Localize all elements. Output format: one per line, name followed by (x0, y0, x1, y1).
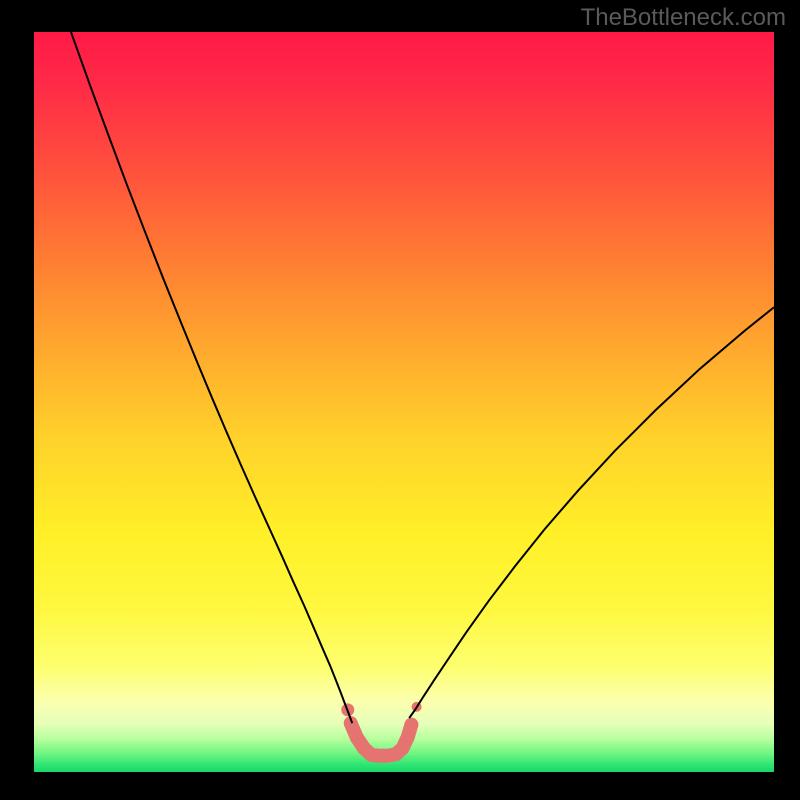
curve-left (71, 32, 352, 723)
plot-frame (34, 32, 774, 772)
accent-dot-1 (349, 726, 362, 739)
curve-right (409, 307, 774, 718)
accent-trough-segment (351, 723, 412, 756)
watermark-text: TheBottleneck.com (581, 4, 786, 32)
curve-overlay (34, 32, 774, 772)
